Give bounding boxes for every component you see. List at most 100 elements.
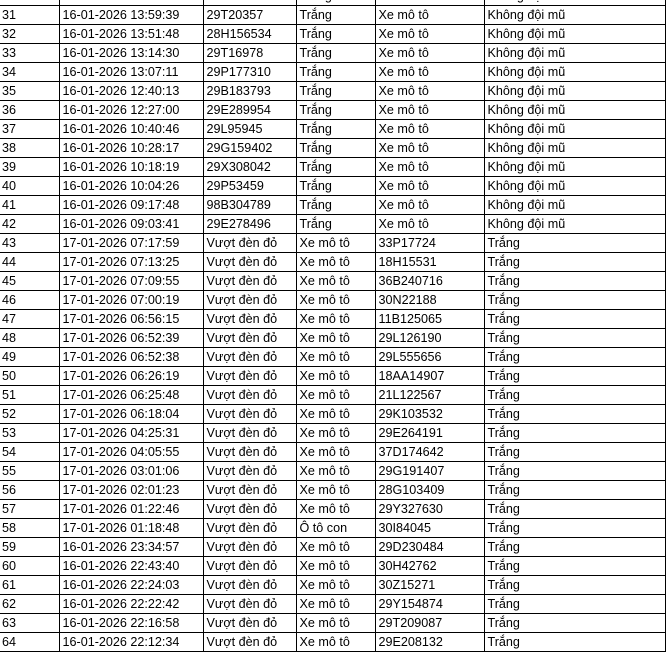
- cell-e[interactable]: 18H15531: [374, 252, 485, 272]
- cell-f[interactable]: Trắng: [483, 480, 666, 500]
- cell-f[interactable]: Không đội mũ: [483, 24, 666, 44]
- datetime-cell[interactable]: 16-01-2026 22:43:40: [58, 556, 204, 576]
- cell-c[interactable]: Vượt đèn đỏ: [202, 366, 297, 386]
- cell-c[interactable]: Vượt đèn đỏ: [202, 442, 297, 462]
- cell-e[interactable]: 29Y327630: [374, 499, 485, 519]
- datetime-cell[interactable]: 17-01-2026 02:01:23: [58, 480, 204, 500]
- datetime-cell[interactable]: 17-01-2026 06:26:19: [58, 366, 204, 386]
- datetime-cell[interactable]: 17-01-2026 04:05:55: [58, 442, 204, 462]
- cell-d[interactable]: Trắng: [295, 119, 376, 139]
- cell-f[interactable]: Trắng: [483, 366, 666, 386]
- row-number-cell[interactable]: 50: [0, 366, 60, 386]
- cell-c[interactable]: 29X308042: [202, 157, 297, 177]
- datetime-cell[interactable]: 17-01-2026 07:17:59: [58, 233, 204, 253]
- cell-e[interactable]: 29L555656: [374, 347, 485, 367]
- cell-c[interactable]: Vượt đèn đỏ: [202, 632, 297, 652]
- cell-e[interactable]: 29D230484: [374, 537, 485, 557]
- cell-d[interactable]: Xe mô tô: [295, 575, 376, 595]
- cell-c[interactable]: Vượt đèn đỏ: [202, 233, 297, 253]
- cell-d[interactable]: Xe mô tô: [295, 366, 376, 386]
- row-number-cell[interactable]: 56: [0, 480, 60, 500]
- cell-f[interactable]: Không đội mũ: [483, 43, 666, 63]
- row-number-cell[interactable]: 36: [0, 100, 60, 120]
- cell-c[interactable]: Vượt đèn đỏ: [202, 347, 297, 367]
- row-number-cell[interactable]: 37: [0, 119, 60, 139]
- cell-d[interactable]: Xe mô tô: [295, 328, 376, 348]
- datetime-cell[interactable]: 16-01-2026 13:07:11: [58, 62, 204, 82]
- cell-e[interactable]: Xe mô tô: [374, 62, 485, 82]
- cell-c[interactable]: Vượt đèn đỏ: [202, 404, 297, 424]
- datetime-cell[interactable]: 16-01-2026 22:24:03: [58, 575, 204, 595]
- cell-f[interactable]: Trắng: [483, 252, 666, 272]
- cell-f[interactable]: Trắng: [483, 271, 666, 291]
- row-number-cell[interactable]: 39: [0, 157, 60, 177]
- cell-c[interactable]: Vượt đèn đỏ: [202, 328, 297, 348]
- cell-e[interactable]: Xe mô tô: [374, 100, 485, 120]
- cell-d[interactable]: Trắng: [295, 195, 376, 215]
- row-number-cell[interactable]: 32: [0, 24, 60, 44]
- cell-d[interactable]: Xe mô tô: [295, 613, 376, 633]
- cell-c[interactable]: Vượt đèn đỏ: [202, 423, 297, 443]
- row-number-cell[interactable]: 49: [0, 347, 60, 367]
- row-number-cell[interactable]: 34: [0, 62, 60, 82]
- cell-d[interactable]: Trắng: [295, 176, 376, 196]
- datetime-cell[interactable]: 16-01-2026 10:28:17: [58, 138, 204, 158]
- datetime-cell[interactable]: 17-01-2026 04:25:31: [58, 423, 204, 443]
- cell-e[interactable]: 29E264191: [374, 423, 485, 443]
- datetime-cell[interactable]: 16-01-2026 13:59:39: [58, 5, 204, 25]
- cell-f[interactable]: Trắng: [483, 442, 666, 462]
- cell-e[interactable]: 29L126190: [374, 328, 485, 348]
- cell-d[interactable]: Xe mô tô: [295, 404, 376, 424]
- cell-f[interactable]: Trắng: [483, 347, 666, 367]
- cell-e[interactable]: 29K103532: [374, 404, 485, 424]
- cell-d[interactable]: Trắng: [295, 43, 376, 63]
- cell-d[interactable]: Xe mô tô: [295, 480, 376, 500]
- cell-e[interactable]: 29G191407: [374, 461, 485, 481]
- cell-c[interactable]: 29E289954: [202, 100, 297, 120]
- row-number-cell[interactable]: 33: [0, 43, 60, 63]
- cell-d[interactable]: Xe mô tô: [295, 537, 376, 557]
- row-number-cell[interactable]: 51: [0, 385, 60, 405]
- datetime-cell[interactable]: 16-01-2026 10:18:19: [58, 157, 204, 177]
- cell-d[interactable]: Xe mô tô: [295, 233, 376, 253]
- row-number-cell[interactable]: 47: [0, 309, 60, 329]
- cell-d[interactable]: Xe mô tô: [295, 423, 376, 443]
- cell-f[interactable]: Trắng: [483, 537, 666, 557]
- row-number-cell[interactable]: 44: [0, 252, 60, 272]
- row-number-cell[interactable]: 52: [0, 404, 60, 424]
- cell-f[interactable]: Trắng: [483, 423, 666, 443]
- row-number-cell[interactable]: 58: [0, 518, 60, 538]
- cell-d[interactable]: Trắng: [295, 81, 376, 101]
- cell-f[interactable]: Không đội mũ: [483, 119, 666, 139]
- cell-e[interactable]: Xe mô tô: [374, 24, 485, 44]
- cell-d[interactable]: Xe mô tô: [295, 252, 376, 272]
- cell-c[interactable]: 29T16978: [202, 43, 297, 63]
- cell-f[interactable]: Trắng: [483, 328, 666, 348]
- cell-f[interactable]: Trắng: [483, 385, 666, 405]
- row-number-cell[interactable]: 48: [0, 328, 60, 348]
- cell-d[interactable]: Xe mô tô: [295, 556, 376, 576]
- datetime-cell[interactable]: 16-01-2026 22:22:42: [58, 594, 204, 614]
- cell-f[interactable]: Trắng: [483, 404, 666, 424]
- cell-f[interactable]: Trắng: [483, 290, 666, 310]
- cell-d[interactable]: Ô tô con: [295, 518, 376, 538]
- cell-d[interactable]: Xe mô tô: [295, 271, 376, 291]
- cell-e[interactable]: 28G103409: [374, 480, 485, 500]
- row-number-cell[interactable]: 59: [0, 537, 60, 557]
- datetime-cell[interactable]: 17-01-2026 01:22:46: [58, 499, 204, 519]
- cell-c[interactable]: Vượt đèn đỏ: [202, 575, 297, 595]
- cell-f[interactable]: Không đội mũ: [483, 5, 666, 25]
- cell-f[interactable]: Trắng: [483, 233, 666, 253]
- cell-e[interactable]: 30Z15271: [374, 575, 485, 595]
- cell-d[interactable]: Trắng: [295, 138, 376, 158]
- datetime-cell[interactable]: 17-01-2026 03:01:06: [58, 461, 204, 481]
- cell-e[interactable]: 30H42762: [374, 556, 485, 576]
- datetime-cell[interactable]: 17-01-2026 06:52:38: [58, 347, 204, 367]
- cell-d[interactable]: Xe mô tô: [295, 594, 376, 614]
- cell-d[interactable]: Xe mô tô: [295, 385, 376, 405]
- cell-c[interactable]: 29E278496: [202, 214, 297, 234]
- datetime-cell[interactable]: 16-01-2026 09:17:48: [58, 195, 204, 215]
- cell-c[interactable]: Vượt đèn đỏ: [202, 290, 297, 310]
- datetime-cell[interactable]: 17-01-2026 07:09:55: [58, 271, 204, 291]
- cell-f[interactable]: Trắng: [483, 518, 666, 538]
